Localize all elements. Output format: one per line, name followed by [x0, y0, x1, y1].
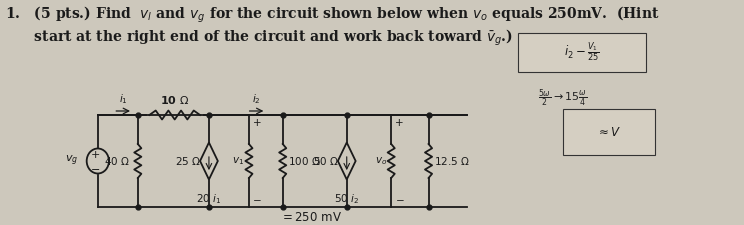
Text: $-$: $-$ [252, 194, 262, 204]
Text: $v_g$: $v_g$ [65, 154, 78, 168]
Text: 1.   (5 pts.) Find  $v_l$ and $v_g$ for the circuit shown below when $v_o$ equal: 1. (5 pts.) Find $v_l$ and $v_g$ for the… [5, 5, 660, 25]
Text: $v_o$: $v_o$ [374, 155, 387, 167]
Text: $= 250 \mathrm{\ mV}$: $= 250 \mathrm{\ mV}$ [280, 211, 342, 224]
Text: 20 $i_1$: 20 $i_1$ [196, 192, 222, 206]
Text: $\approx V$: $\approx V$ [597, 126, 621, 139]
Text: $v_1$: $v_1$ [232, 155, 245, 167]
Text: +: + [252, 118, 261, 128]
Text: 100 $\Omega$: 100 $\Omega$ [288, 155, 321, 167]
Text: 40 $\Omega$: 40 $\Omega$ [104, 155, 129, 167]
Text: $\frac{5\omega}{2} \rightarrow 15\frac{\omega}{4}$: $\frac{5\omega}{2} \rightarrow 15\frac{\… [538, 87, 587, 109]
Text: +: + [91, 150, 100, 160]
Text: 25 $\Omega$: 25 $\Omega$ [175, 155, 201, 167]
Text: $-$: $-$ [395, 194, 405, 204]
Text: $i_2$: $i_2$ [252, 92, 261, 106]
Text: 50 $i_2$: 50 $i_2$ [334, 192, 359, 206]
Text: $i_2 - \frac{V_1}{25}$: $i_2 - \frac{V_1}{25}$ [565, 41, 600, 64]
Text: $i_1$: $i_1$ [119, 92, 127, 106]
Text: $-$: $-$ [90, 163, 100, 173]
Text: 12.5 $\Omega$: 12.5 $\Omega$ [434, 155, 469, 167]
Text: start at the right end of the circuit and work back toward $\bar{v}_g$.): start at the right end of the circuit an… [5, 28, 513, 48]
FancyBboxPatch shape [562, 109, 655, 155]
Text: 50 $\Omega$: 50 $\Omega$ [312, 155, 339, 167]
Text: 10 $\Omega$: 10 $\Omega$ [160, 94, 190, 106]
Text: +: + [395, 118, 403, 128]
FancyBboxPatch shape [519, 33, 647, 72]
